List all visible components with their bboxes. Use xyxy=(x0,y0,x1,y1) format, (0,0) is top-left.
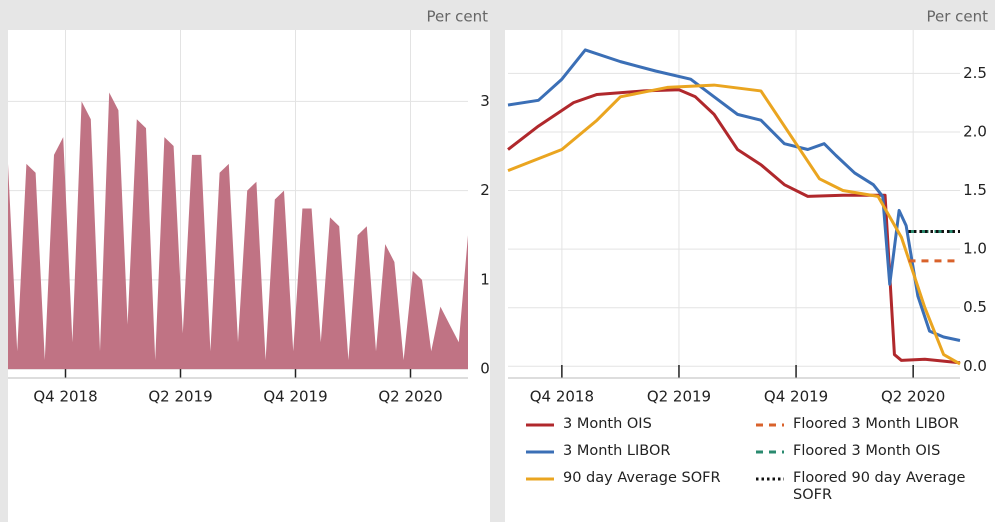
y-tick-label: 0.5 xyxy=(963,298,987,316)
x-tick-label: Q4 2019 xyxy=(764,388,828,406)
legend-label: Floored 3 Month LIBOR xyxy=(793,416,959,432)
y-tick-label: 2.0 xyxy=(963,122,987,140)
legend-swatch xyxy=(756,423,784,427)
x-tick-label: Q4 2018 xyxy=(33,388,97,406)
line xyxy=(507,48,961,342)
x-tick-label: Q2 2020 xyxy=(881,388,945,406)
legend-label: Floored 90 day Average SOFR xyxy=(793,470,966,503)
area xyxy=(8,92,468,370)
legend-label: 90 day Average SOFR xyxy=(563,470,721,486)
unit-label: Per cent xyxy=(426,8,488,26)
legend-item: 90 day Average SOFR xyxy=(525,470,755,497)
legend: 3 Month OIS 3 Month LIBOR 90 day Average S… xyxy=(525,416,990,503)
legend-swatch xyxy=(756,477,784,481)
x-tick-label: Q4 2019 xyxy=(263,388,327,406)
legend-swatch xyxy=(756,450,784,454)
x-tick-label: Q2 2019 xyxy=(148,388,212,406)
legend-item: Floored 3 Month OIS xyxy=(755,443,985,470)
legend-item: 3 Month LIBOR xyxy=(525,443,755,470)
y-tick-label: 3 xyxy=(480,92,490,110)
y-tick-label: 1.0 xyxy=(963,240,987,258)
legend-item: 3 Month OIS xyxy=(525,416,755,443)
unit-label: Per cent xyxy=(926,8,988,26)
line xyxy=(507,83,961,366)
y-tick-label: 1.5 xyxy=(963,181,987,199)
legend-item: Floored 3 Month LIBOR xyxy=(755,416,985,443)
x-tick-label: Q2 2019 xyxy=(647,388,711,406)
x-tick-label: Q4 2018 xyxy=(530,388,594,406)
legend-label: Floored 3 Month OIS xyxy=(793,443,941,459)
y-tick-label: 1 xyxy=(480,270,490,288)
legend-label: 3 Month OIS xyxy=(563,416,652,432)
legend-swatch xyxy=(526,477,554,481)
legend-swatch xyxy=(526,450,554,454)
legend-item: Floored 90 day Average SOFR xyxy=(755,470,985,503)
y-tick-label: 2.5 xyxy=(963,64,987,82)
x-tick-label: Q2 2020 xyxy=(378,388,442,406)
y-tick-label: 0 xyxy=(480,360,490,378)
legend-label: 3 Month LIBOR xyxy=(563,443,671,459)
y-tick-label: 2 xyxy=(480,181,490,199)
line xyxy=(507,88,961,365)
legend-swatch xyxy=(526,423,554,427)
y-tick-label: 0.0 xyxy=(963,357,987,375)
